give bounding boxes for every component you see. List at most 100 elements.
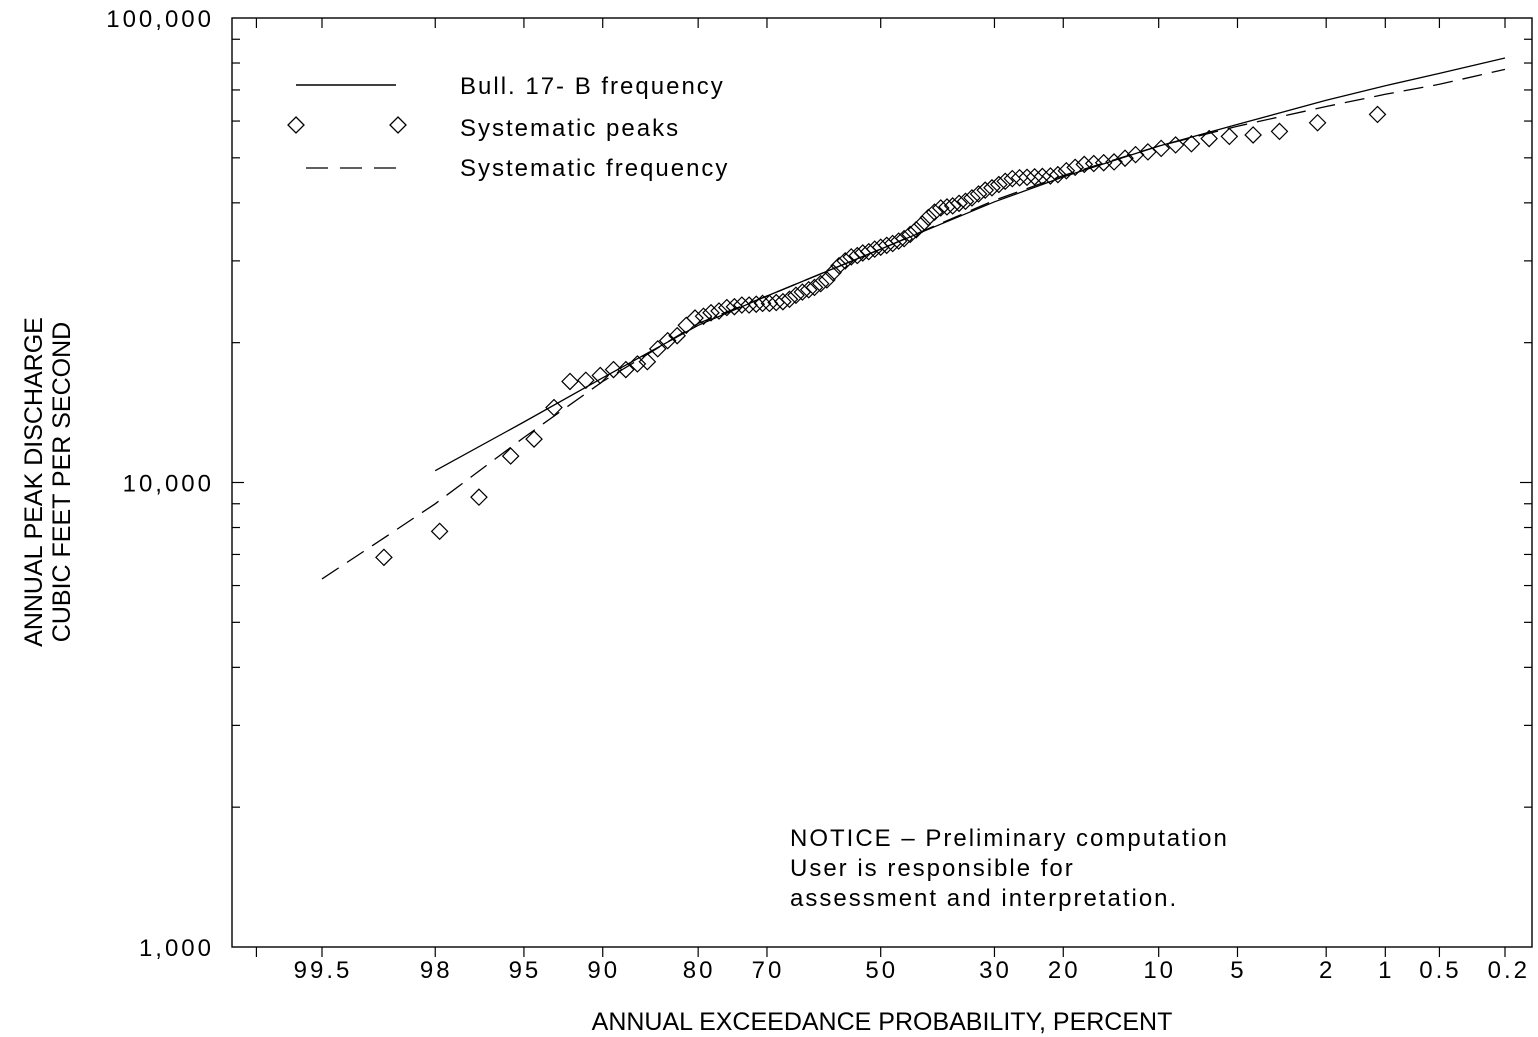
- data-point-diamond: [780, 290, 799, 309]
- data-point-diamond: [1003, 169, 1022, 188]
- data-point-diamond: [956, 192, 975, 211]
- series-line-systematic-frequency: [321, 68, 1506, 580]
- x-tick-label: 70: [752, 957, 785, 984]
- data-point-diamond: [824, 263, 842, 282]
- data-point-diamond: [943, 197, 962, 215]
- data-point-diamond: [1105, 153, 1123, 171]
- data-point-diamond: [1094, 153, 1113, 172]
- data-point-diamond: [907, 220, 926, 239]
- data-point-diamond: [1308, 113, 1327, 132]
- x-tick-label: 50: [865, 957, 898, 984]
- data-point-diamond: [501, 447, 520, 465]
- y-tick-label: 100,000: [106, 6, 214, 33]
- x-tick-label: 10: [1143, 957, 1176, 984]
- data-point-diamond: [470, 488, 488, 506]
- x-tick-label: 80: [683, 957, 716, 984]
- data-point-diamond: [830, 256, 848, 275]
- data-point-diamond: [889, 232, 908, 250]
- notice-line-1: NOTICE – Preliminary computation: [790, 825, 1229, 852]
- data-point-diamond: [725, 297, 744, 316]
- data-point-diamond: [1010, 168, 1029, 187]
- data-point-diamond: [760, 294, 779, 313]
- y-tick-label: 10,000: [123, 471, 214, 498]
- data-point-diamond: [811, 274, 830, 293]
- data-point-diamond: [732, 296, 751, 314]
- notice-line-2: User is responsible for: [790, 855, 1075, 882]
- data-point-diamond: [561, 372, 579, 391]
- data-point-diamond: [983, 178, 1001, 197]
- x-tick-label: 30: [979, 957, 1012, 984]
- data-point-diamond: [1018, 168, 1036, 187]
- legend-label-systematic-frequency: Systematic frequency: [460, 155, 729, 182]
- data-point-diamond: [1057, 161, 1076, 180]
- data-point-diamond: [1084, 154, 1103, 173]
- data-point-diamond: [694, 307, 713, 326]
- series-systematic-peaks: [375, 105, 1387, 567]
- data-point-diamond: [799, 280, 818, 299]
- y-axis-ticks: [232, 38, 1532, 808]
- data-point-diamond: [576, 371, 595, 390]
- data-point-diamond: [989, 175, 1008, 194]
- x-tick-label: 1: [1378, 957, 1394, 984]
- data-point-diamond: [836, 252, 855, 270]
- data-point-diamond: [1270, 122, 1289, 141]
- data-point-diamond: [919, 208, 938, 227]
- legend: Bull. 17- B frequency Systematic peaks S…: [287, 73, 729, 182]
- data-point-diamond: [1166, 136, 1185, 154]
- x-tick-label: 90: [587, 957, 620, 984]
- data-point-diamond: [1049, 165, 1067, 184]
- data-point-diamond: [1152, 139, 1171, 158]
- data-point-diamond: [963, 189, 981, 207]
- data-point-diamond: [747, 295, 766, 314]
- data-point-diamond: [628, 355, 647, 373]
- data-point-diamond: [805, 278, 824, 297]
- legend-label-bull17b: Bull. 17- B frequency: [460, 73, 725, 100]
- data-point-diamond: [818, 271, 836, 289]
- data-point-diamond: [969, 185, 988, 203]
- x-tick-label: 2: [1319, 957, 1335, 984]
- legend-diamond-icon: [287, 116, 305, 134]
- data-point-diamond: [996, 172, 1015, 191]
- data-point-diamond: [1244, 126, 1262, 144]
- data-point-diamond: [753, 294, 772, 313]
- series-layer: [321, 57, 1506, 580]
- x-tick-label: 0.5: [1419, 957, 1461, 984]
- data-point-diamond: [1220, 127, 1239, 146]
- x-axis-title: ANNUAL EXCEEDANCE PROBABILITY, PERCENT: [592, 1008, 1173, 1036]
- data-point-diamond: [1033, 167, 1052, 186]
- x-tick-label: 5: [1230, 957, 1246, 984]
- data-point-diamond: [1116, 149, 1134, 168]
- x-axis-ticks: [255, 18, 1506, 957]
- data-point-diamond: [913, 215, 932, 233]
- data-point-diamond: [1200, 129, 1218, 148]
- data-point-diamond: [430, 522, 449, 541]
- x-tick-label: 0.2: [1488, 957, 1530, 984]
- data-point-diamond: [950, 194, 968, 213]
- x-tick-label: 20: [1048, 957, 1081, 984]
- data-point-diamond: [1182, 134, 1201, 153]
- x-tick-label: 99.5: [294, 957, 353, 984]
- data-point-diamond: [617, 360, 635, 379]
- y-axis-tick-labels: 100,000 10,000 1,000: [106, 6, 214, 962]
- notice-box: NOTICE – Preliminary computation User is…: [790, 825, 1229, 912]
- data-point-diamond: [895, 229, 913, 248]
- data-point-diamond: [717, 298, 736, 317]
- y-axis-title-line-1: ANNUAL PEAK DISCHARGE: [20, 317, 48, 647]
- y-tick-label: 1,000: [139, 935, 214, 962]
- data-point-diamond: [604, 360, 623, 379]
- data-point-diamond: [740, 296, 758, 314]
- x-axis-tick-labels: 99.5 98 95 90 80 70 50 30 20 10 5 2 1 0.5 0.2: [294, 957, 1530, 984]
- data-point-diamond: [1025, 168, 1044, 186]
- data-point-diamond: [648, 339, 667, 358]
- data-point-diamond: [925, 203, 944, 221]
- data-point-diamond: [901, 225, 920, 244]
- legend-diamond-icon: [389, 116, 407, 134]
- x-tick-label: 98: [420, 957, 453, 984]
- data-point-diamond: [976, 181, 995, 199]
- data-point-diamond: [638, 352, 657, 371]
- data-point-diamond: [1368, 105, 1387, 124]
- data-point-diamond: [1075, 155, 1094, 174]
- data-point-diamond: [774, 292, 792, 311]
- data-point-diamond: [1041, 167, 1060, 185]
- data-point-diamond: [702, 303, 720, 322]
